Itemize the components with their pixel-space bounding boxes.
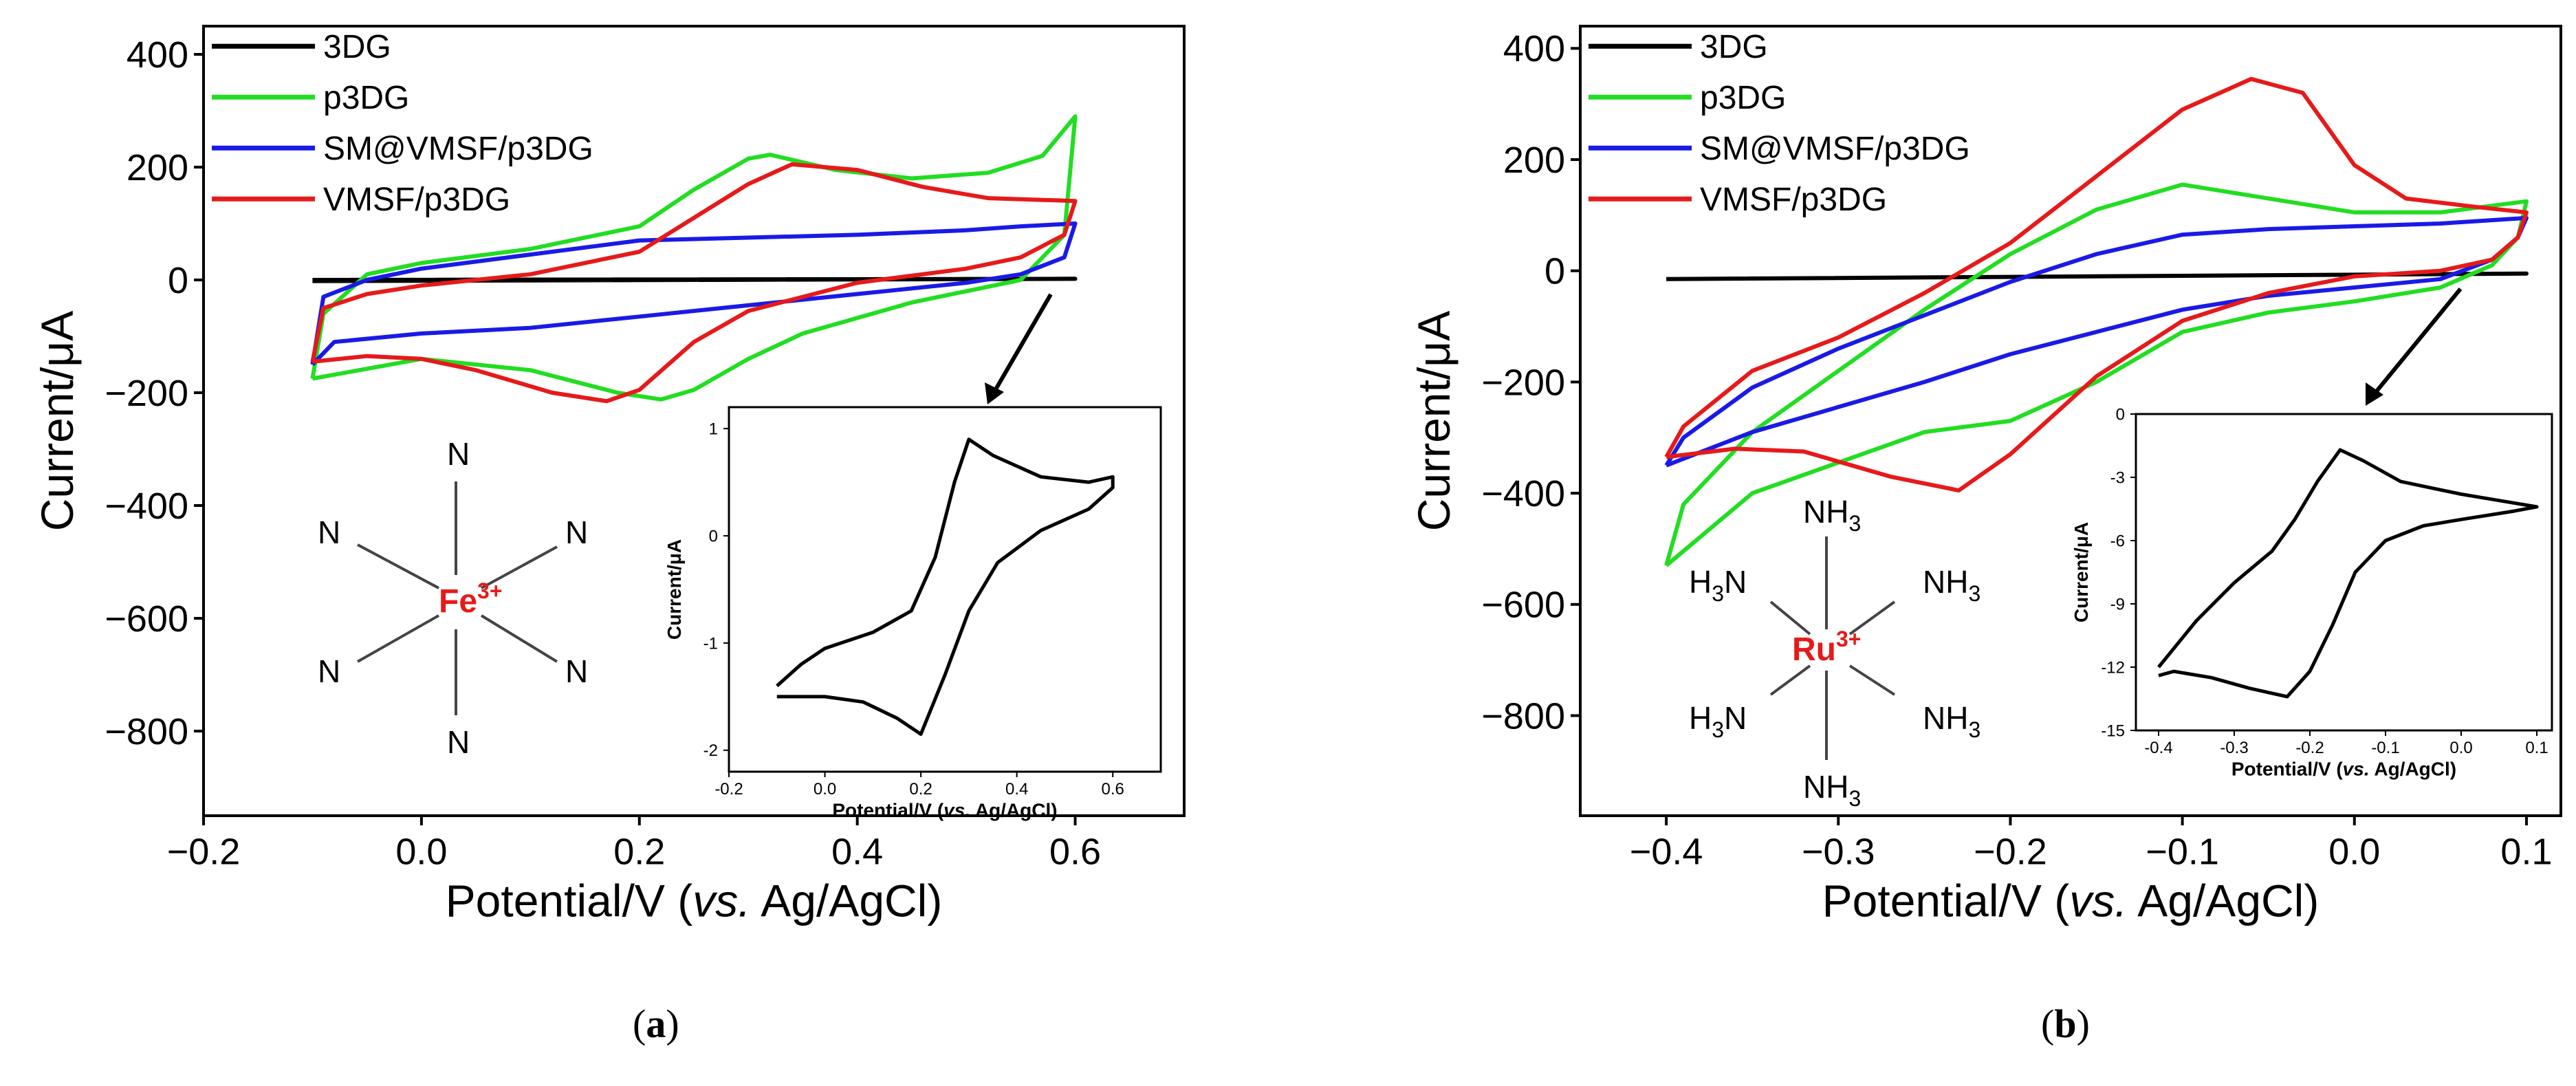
a-main-ytick-label: 0 <box>168 260 188 301</box>
a-inset-xtick-label: 0.0 <box>814 780 836 799</box>
a-main-xtick-label: −0.2 <box>167 832 241 873</box>
b-main-xtick-label: −0.4 <box>1630 832 1703 873</box>
fe-hexacyanide-structure: N N N N N N Fe3+ <box>318 436 588 760</box>
b-main-xtick-label: −0.1 <box>2146 832 2219 873</box>
b-inset-xtick-label: -0.3 <box>2220 739 2248 757</box>
a-inset-ylabel: Current/μA <box>664 539 685 640</box>
b-inset-ytick-label: -12 <box>2101 658 2125 677</box>
a-main-xtick-label: 0.4 <box>831 832 883 873</box>
caption-b: (b) <box>2041 1001 2090 1046</box>
metal-ru-label: Ru <box>1792 631 1836 668</box>
b-main-xtick-label: 0.1 <box>2500 832 2552 873</box>
b-inset-series-3dg <box>2157 448 2539 699</box>
b-inset-ylabel: Current/μA <box>2071 522 2092 622</box>
a-inset-xlabel: Potential/V (vs. Ag/AgCl) <box>832 799 1057 821</box>
a-main-series-3dg <box>312 276 1078 283</box>
b-main-legend-label-p3dg: p3DG <box>1700 80 1786 116</box>
panel-a: −0.2 0.0 0.2 0.4 0.6 400 200 0 −200 −400 −600 −800 P… <box>32 25 1186 926</box>
a-main-ytick-label: 400 <box>127 34 188 76</box>
b-main-ytick-label: −600 <box>1481 585 1565 626</box>
ligand-n-upper-right: N <box>565 514 588 550</box>
a-main-legend-label-p3dg: p3DG <box>323 80 409 116</box>
ligand-n-bottom: N <box>447 724 470 760</box>
b-main-legend-label-vmsf-p3dg: VMSF/p3DG <box>1700 182 1887 218</box>
a-inset-xtick-label: 0.2 <box>909 780 932 799</box>
b-inset-xtick-label: 0.0 <box>2449 739 2472 757</box>
ligand-nh3-bottom: NH3 <box>1803 769 1861 811</box>
a-inset-xtick-label: 0.6 <box>1102 780 1124 799</box>
a-main-xlabel: Potential/V (vs. Ag/AgCl) <box>446 876 943 926</box>
b-inset-xlabel: Potential/V (vs. Ag/AgCl) <box>2231 758 2456 779</box>
a-main-ytick-label: −600 <box>105 598 188 640</box>
b-inset-xtick-label: -0.2 <box>2295 739 2324 757</box>
b-inset-xtick-label: 0.1 <box>2525 739 2548 757</box>
b-inset-ytick-label: -6 <box>2110 532 2125 550</box>
a-main-ytick-label: 200 <box>127 147 188 188</box>
panel-a-inset-chart: -0.2 0.0 0.2 0.4 0.6 1 0 -1 -2 Potential/V (vs. A… <box>664 406 1162 821</box>
metal-ru-charge: 3+ <box>1836 627 1861 651</box>
svg-text:Fe3+: Fe3+ <box>439 578 503 620</box>
a-main-xtick-label: 0.2 <box>613 832 665 873</box>
b-main-ytick-label: 0 <box>1544 251 1565 292</box>
b-inset-ytick-label: 0 <box>2116 405 2125 424</box>
b-inset-ytick-label: -15 <box>2101 721 2125 740</box>
a-main-legend-label-3dg: 3DG <box>323 29 391 65</box>
b-main-xtick-label: −0.3 <box>1802 832 1875 873</box>
a-main-series-vmsf-p3dg <box>310 162 1078 404</box>
b-main-legend-label-sm-vmsf-p3dg: SM@VMSF/p3DG <box>1700 131 1970 167</box>
b-main-ytick-label: 200 <box>1503 140 1565 181</box>
b-main-ylabel: Current/μA <box>1408 311 1459 531</box>
panel-b-inset-chart: -0.4 -0.3 -0.2 -0.1 0.0 0.1 0 -3 -6 -9 -12 -15 Poten… <box>2071 405 2553 779</box>
a-main-ytick-label: −400 <box>105 486 188 527</box>
a-main-series-p3dg <box>310 114 1078 402</box>
a-main-series-sm-vmsf-p3dg <box>310 221 1078 367</box>
ligand-n-top: N <box>447 436 470 472</box>
b-main-series-vmsf-p3dg <box>1664 76 2529 493</box>
b-inset-ytick-label: -3 <box>2110 468 2125 487</box>
a-main-legend-label-vmsf-p3dg: VMSF/p3DG <box>323 182 510 218</box>
a-main-xtick-label: 0.0 <box>395 832 447 873</box>
b-main-ytick-label: −200 <box>1481 362 1565 403</box>
b-main-legend-label-3dg: 3DG <box>1700 29 1768 65</box>
b-main-ytick-label: −800 <box>1481 695 1565 737</box>
a-main-ylabel: Current/μA <box>32 311 83 531</box>
a-inset-ytick-label: 0 <box>709 527 718 545</box>
a-main-xtick-label: 0.6 <box>1049 832 1101 873</box>
panel-b: −0.4 −0.3 −0.2 −0.1 0.0 0.1 400 200 0 −200 −400 −60… <box>1408 25 2562 926</box>
ligand-n-upper-left: N <box>318 514 340 550</box>
b-main-xlabel: Potential/V (vs. Ag/AgCl) <box>1822 876 2320 926</box>
panel-b-inset-arrow <box>2366 287 2463 406</box>
ligand-n-lower-right: N <box>565 653 588 689</box>
a-inset-ytick-label: -1 <box>703 634 718 653</box>
b-inset-xtick-label: -0.4 <box>2144 739 2172 757</box>
b-main-xtick-label: −0.2 <box>1974 832 2047 873</box>
caption-a: (a) <box>633 1001 679 1046</box>
a-main-ytick-label: −200 <box>105 373 188 414</box>
b-main-ytick-label: −400 <box>1481 473 1565 514</box>
ligand-n-lower-left: N <box>318 653 340 689</box>
metal-fe-label: Fe <box>439 583 477 620</box>
b-inset-ytick-label: -9 <box>2110 595 2125 613</box>
b-inset-plot-frame <box>2135 413 2553 732</box>
metal-fe-charge: 3+ <box>477 578 502 603</box>
b-main-ytick-label: 400 <box>1503 28 1565 69</box>
b-main-xtick-label: 0.0 <box>2328 832 2380 873</box>
a-inset-ytick-label: -2 <box>703 741 718 760</box>
a-inset-series-3dg <box>776 437 1115 736</box>
a-inset-plot-frame <box>728 406 1162 773</box>
a-main-legend-label-sm-vmsf-p3dg: SM@VMSF/p3DG <box>323 131 593 167</box>
b-inset-xtick-label: -0.1 <box>2371 739 2399 757</box>
a-inset-xtick-label: -0.2 <box>714 780 743 799</box>
a-main-ytick-label: −800 <box>105 711 188 752</box>
svg-text:Ru3+: Ru3+ <box>1792 627 1861 668</box>
a-inset-xtick-label: 0.4 <box>1005 780 1028 799</box>
a-inset-ytick-label: 1 <box>709 420 718 439</box>
panel-a-inset-arrow <box>985 293 1053 404</box>
